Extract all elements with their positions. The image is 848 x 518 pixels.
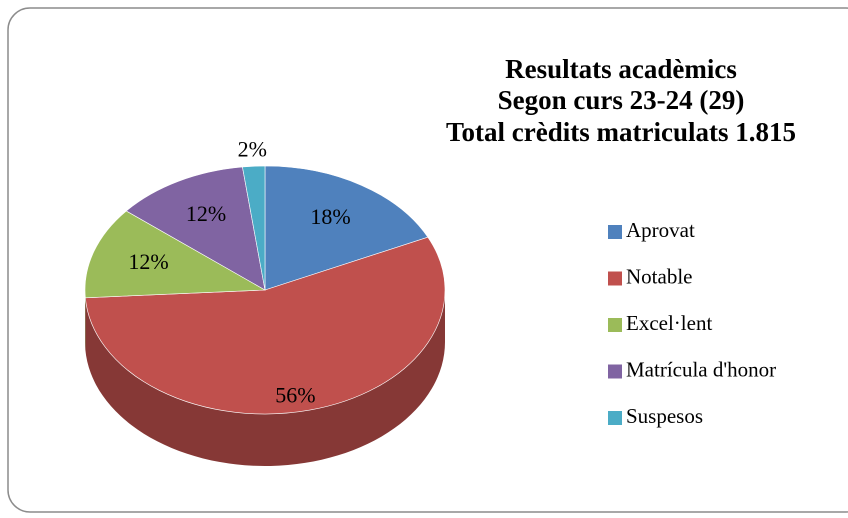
slice — [84, 210, 267, 299]
legend-swatch — [608, 411, 622, 425]
legend-swatch — [608, 318, 622, 332]
chart-title: Total crèdits matriculats 1.815 — [446, 117, 796, 147]
legend-label: Suspesos — [626, 404, 703, 428]
slice — [264, 165, 429, 291]
legend-swatch — [608, 225, 622, 239]
legend-label: Excel·lent — [626, 311, 712, 335]
data-label: 12% — [128, 249, 168, 274]
data-label: 56% — [275, 383, 315, 408]
legend-swatch — [608, 364, 622, 379]
chart-title: Segon curs 23-24 (29) — [498, 85, 745, 115]
slice-side — [85, 290, 446, 467]
legend-label: Notable — [626, 264, 692, 288]
data-label: 12% — [186, 201, 226, 226]
legend-swatch — [608, 271, 622, 286]
legend-label: Aprovat — [626, 218, 695, 242]
chart-title: Resultats acadèmics — [505, 54, 737, 84]
data-label: 2% — [238, 136, 267, 161]
slice — [85, 236, 446, 415]
data-label: 18% — [310, 204, 350, 229]
slice — [242, 165, 266, 291]
legend-label: Matrícula d'honor — [626, 357, 776, 381]
slice — [125, 166, 266, 291]
